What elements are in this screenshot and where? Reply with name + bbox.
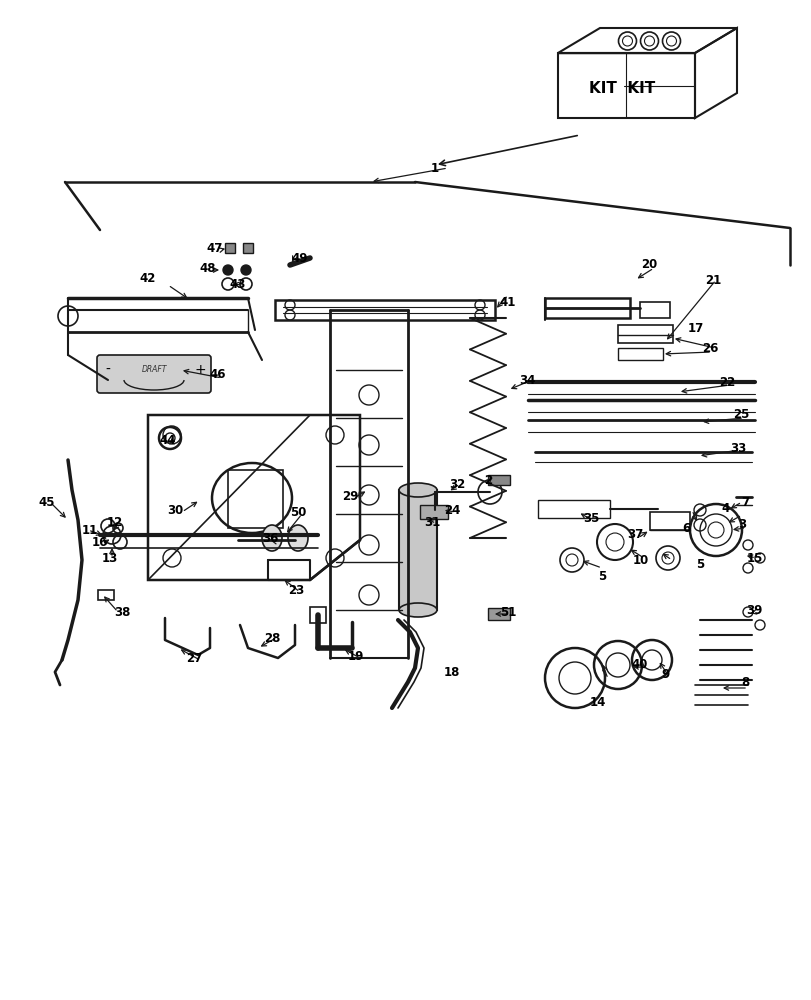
Text: 12: 12	[107, 516, 123, 528]
Text: 3: 3	[737, 518, 745, 532]
Bar	[398, 490, 436, 610]
Text: 51: 51	[500, 605, 516, 618]
Bar	[310, 607, 325, 623]
Text: 9: 9	[661, 668, 669, 680]
Text: 5: 5	[597, 570, 605, 584]
Bar	[225, 243, 234, 253]
Text: 26: 26	[701, 342, 717, 355]
Bar	[242, 243, 253, 253]
Text: 33: 33	[729, 442, 745, 454]
Text: 30: 30	[167, 504, 183, 516]
Text: 49: 49	[291, 251, 308, 264]
Text: 17: 17	[687, 322, 703, 334]
Text: 40: 40	[631, 658, 647, 672]
Text: 1: 1	[431, 162, 439, 175]
Bar	[275, 300, 495, 320]
Text: 14: 14	[589, 696, 606, 708]
Text: 5: 5	[695, 558, 703, 572]
Text: 41: 41	[500, 296, 516, 308]
Bar	[544, 298, 629, 318]
Text: 34: 34	[518, 373, 534, 386]
Text: 43: 43	[230, 278, 246, 292]
FancyBboxPatch shape	[97, 355, 211, 393]
Text: KIT  KIT: KIT KIT	[589, 81, 654, 96]
Bar	[617, 348, 663, 360]
Text: 10: 10	[632, 554, 648, 566]
Text: 8: 8	[740, 676, 749, 690]
Bar	[98, 590, 114, 600]
Text: 44: 44	[160, 434, 176, 446]
Text: 32: 32	[448, 478, 465, 490]
Bar	[228, 470, 283, 528]
Text: 36: 36	[261, 532, 278, 546]
Bar	[487, 475, 509, 485]
Bar	[419, 505, 448, 519]
Text: 31: 31	[423, 516, 440, 528]
Text: 35: 35	[582, 512, 599, 524]
Text: 24: 24	[444, 504, 460, 516]
Text: 11: 11	[82, 524, 98, 536]
Text: 21: 21	[704, 273, 720, 286]
Ellipse shape	[398, 603, 436, 617]
Text: 38: 38	[114, 605, 130, 618]
Text: 7: 7	[740, 495, 748, 508]
Text: 23: 23	[288, 584, 304, 597]
Text: 20: 20	[640, 258, 656, 271]
Text: 42: 42	[139, 271, 156, 284]
Text: 15: 15	[746, 552, 762, 564]
Bar	[649, 512, 689, 530]
Text: 18: 18	[444, 666, 460, 678]
Bar	[617, 325, 672, 343]
Text: 46: 46	[209, 368, 226, 381]
Bar	[639, 302, 669, 318]
Text: 28: 28	[264, 632, 280, 645]
Text: 45: 45	[39, 495, 55, 508]
Text: 47: 47	[207, 241, 223, 254]
Text: +: +	[194, 363, 205, 377]
Circle shape	[223, 265, 233, 275]
Text: 37: 37	[626, 528, 642, 542]
Text: 29: 29	[341, 489, 358, 502]
Bar	[538, 500, 609, 518]
Ellipse shape	[262, 525, 281, 551]
Text: 13: 13	[101, 552, 118, 564]
Ellipse shape	[288, 525, 307, 551]
Ellipse shape	[398, 483, 436, 497]
Text: 22: 22	[718, 375, 734, 388]
Text: 50: 50	[290, 506, 306, 518]
Text: -: -	[105, 363, 110, 377]
Text: 6: 6	[681, 522, 689, 534]
Text: 27: 27	[186, 652, 202, 666]
Bar	[487, 608, 509, 620]
Text: 39: 39	[744, 603, 762, 616]
Text: 2: 2	[483, 474, 491, 487]
Text: 48: 48	[200, 261, 216, 274]
Text: 4: 4	[721, 502, 729, 514]
Text: 16: 16	[92, 536, 108, 550]
Text: DRAFT: DRAFT	[141, 364, 166, 373]
Circle shape	[241, 265, 251, 275]
Text: 25: 25	[732, 408, 749, 422]
Text: 19: 19	[347, 650, 364, 664]
